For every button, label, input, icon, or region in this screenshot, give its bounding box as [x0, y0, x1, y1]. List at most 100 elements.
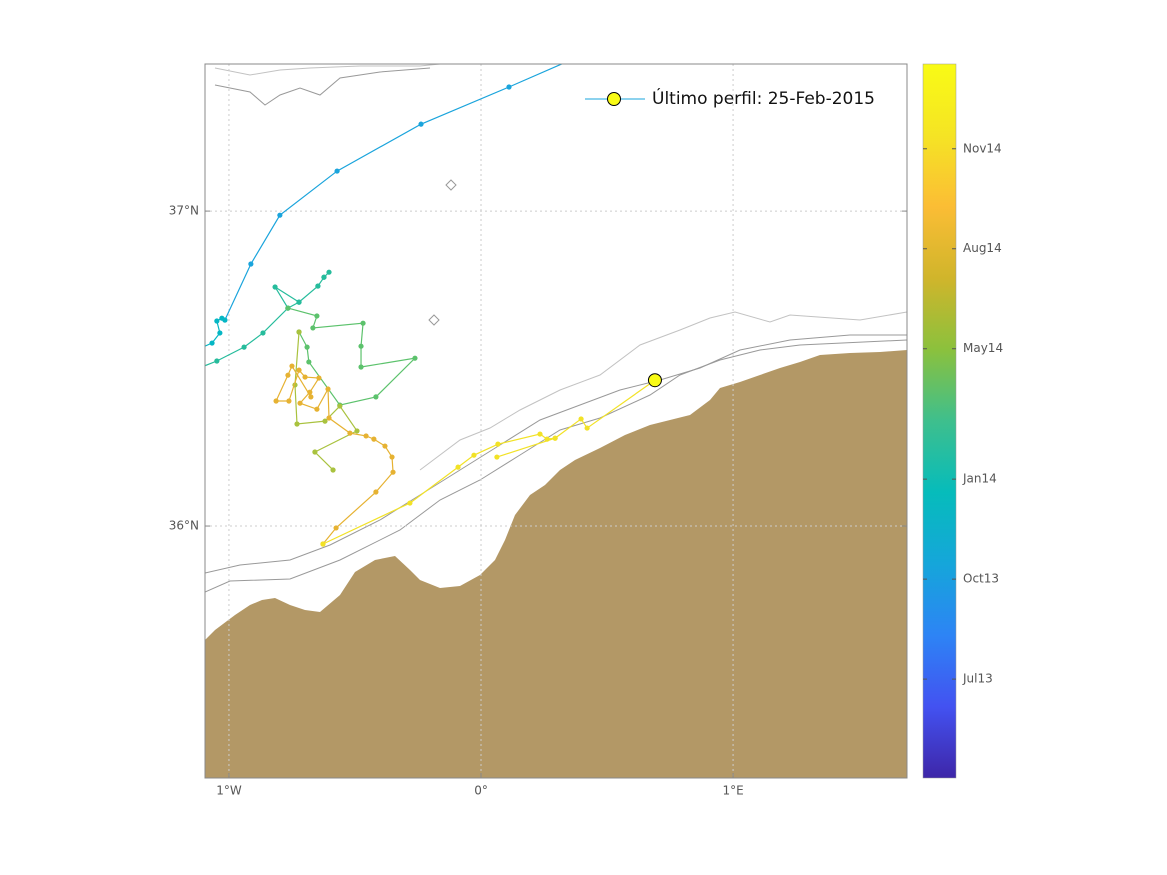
land — [205, 350, 907, 778]
profile-point — [286, 398, 292, 404]
isobath — [205, 334, 907, 574]
profile-point — [407, 500, 413, 506]
basemap — [205, 64, 907, 778]
profile-point — [214, 358, 220, 364]
isobath — [214, 64, 441, 76]
profile-point — [296, 299, 302, 305]
profile-point — [373, 394, 379, 400]
profile-point — [578, 416, 584, 422]
colorbar: Jul13 Oct13 Jan14 May14 Aug14 Nov14 — [922, 63, 1003, 779]
colorbar-tick-label: Nov14 — [963, 141, 1002, 155]
legend-label: Último perfil: 25-Feb-2015 — [652, 87, 875, 109]
y-tick-label: 37°N — [169, 204, 199, 218]
track-line — [205, 271, 330, 367]
profile-point — [219, 315, 225, 321]
profile-point — [320, 541, 326, 547]
profile-point — [363, 433, 369, 439]
profile-point — [310, 325, 316, 331]
profile-point — [455, 464, 461, 470]
colorbar-tick-label: Jul13 — [962, 672, 993, 686]
profile-point — [294, 421, 300, 427]
profile-point — [214, 318, 220, 324]
colorbar-bar — [922, 63, 957, 779]
isobath — [419, 311, 907, 471]
profile-point — [330, 467, 336, 473]
profile-point — [495, 441, 501, 447]
marker-diamond — [428, 314, 440, 326]
profile-point — [302, 374, 308, 380]
profile-point — [307, 389, 313, 395]
colorbar-tick-label: May14 — [963, 341, 1003, 355]
profile-point — [285, 305, 291, 311]
track-line — [294, 331, 358, 471]
profile-point — [273, 398, 279, 404]
legend-marker — [607, 92, 621, 106]
profile-point — [297, 400, 303, 406]
marker-diamond — [445, 179, 457, 191]
profile-point — [306, 359, 312, 365]
profile-point — [354, 428, 360, 434]
x-tick-label: 1°W — [216, 784, 242, 798]
tracks — [187, 43, 662, 547]
profile-point — [321, 274, 327, 280]
profile-point — [187, 350, 192, 355]
colorbar-tick-label: Aug14 — [963, 241, 1002, 255]
profile-point — [316, 375, 322, 381]
profile-point — [312, 449, 318, 455]
profile-point — [412, 355, 418, 361]
profile-point — [584, 425, 590, 431]
profile-point — [358, 364, 364, 370]
profile-point — [371, 436, 377, 442]
profile-point — [373, 489, 379, 495]
isobath — [214, 67, 431, 106]
profile-point — [322, 418, 328, 424]
grid: 1°W 0° 1°E 36°N 37°N — [169, 64, 907, 798]
x-tick-label: 0° — [474, 784, 488, 798]
profile-point — [260, 330, 266, 336]
profile-point — [314, 313, 320, 319]
profile-point — [296, 367, 302, 373]
profile-point — [248, 261, 254, 267]
last-profile-marker — [647, 373, 662, 388]
profile-point — [552, 435, 558, 441]
profile-point — [337, 403, 343, 409]
colorbar-tick-label: Jan14 — [962, 472, 997, 486]
profile-point — [418, 121, 424, 127]
profile-point — [217, 330, 223, 336]
profile-point — [358, 343, 364, 349]
legend: Último perfil: 25-Feb-2015 — [585, 87, 875, 109]
profile-point — [296, 329, 302, 335]
profile-point — [334, 168, 340, 174]
profile-point — [315, 283, 321, 289]
profile-point — [602, 43, 607, 48]
profile-point — [326, 415, 332, 421]
profile-point — [285, 372, 291, 378]
profile-point — [272, 284, 278, 290]
profile-point — [277, 212, 283, 218]
profile-point — [347, 430, 353, 436]
profile-point — [389, 454, 395, 460]
profile-point — [325, 386, 331, 392]
profile-point — [209, 340, 215, 346]
profile-point — [537, 431, 543, 437]
profile-point — [304, 344, 310, 350]
profile-point — [308, 394, 314, 400]
profile-point — [544, 436, 550, 442]
profile-point — [314, 406, 320, 412]
profile-point — [187, 369, 192, 374]
profile-point — [506, 84, 512, 90]
profile-point — [382, 443, 388, 449]
x-tick-label: 1°E — [722, 784, 743, 798]
profile-point — [289, 363, 295, 369]
profile-point — [241, 344, 247, 350]
plot-frame — [204, 63, 908, 779]
profile-point — [390, 469, 396, 475]
y-tick-label: 36°N — [169, 519, 199, 533]
profile-point — [360, 320, 366, 326]
colorbar-tick-label: Oct13 — [963, 572, 999, 586]
profile-point — [333, 525, 339, 531]
track-line — [275, 364, 394, 545]
profile-point — [326, 269, 332, 275]
profile-point — [494, 454, 500, 460]
